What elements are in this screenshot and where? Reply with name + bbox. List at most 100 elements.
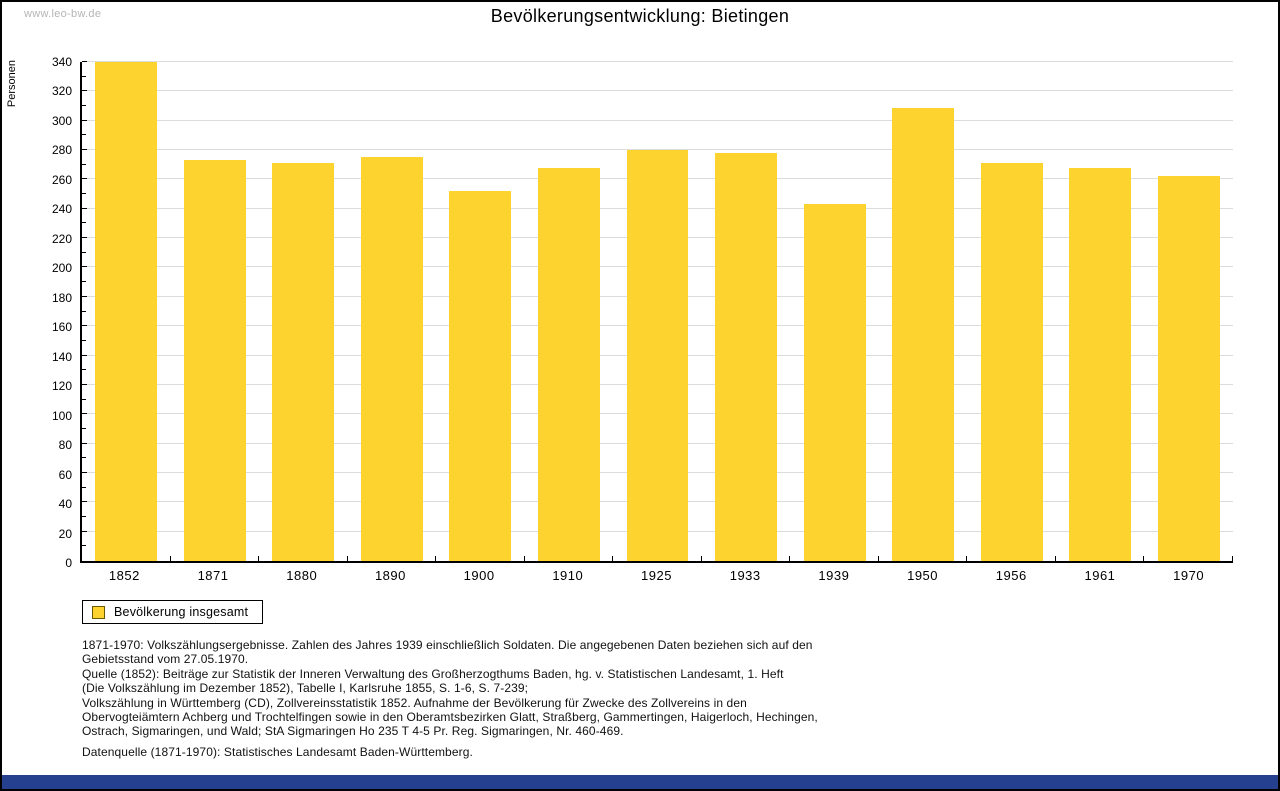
y-tick-label-40: 40 — [58, 497, 72, 512]
x-axis-tick-8 — [789, 556, 791, 561]
y-axis-tick-40 — [82, 501, 87, 503]
y-tick-label-280: 280 — [51, 143, 72, 158]
y-axis-tick-220 — [82, 237, 87, 239]
x-axis-tick-13 — [1232, 556, 1233, 561]
x-tick-label-1970: 1970 — [1173, 568, 1205, 583]
y-tick-label-200: 200 — [51, 261, 72, 276]
x-tick-label-1852: 1852 — [108, 568, 140, 583]
y-tick-label-240: 240 — [51, 202, 72, 217]
bar-1933 — [715, 153, 778, 561]
bar-1950 — [892, 107, 955, 561]
gridline-340 — [82, 61, 1233, 62]
chart-title: Bevölkerungsentwicklung: Bietingen — [490, 6, 790, 26]
y-tick-label-20: 20 — [58, 526, 72, 541]
x-tick-label-1871: 1871 — [197, 568, 229, 583]
watermark: www.leo-bw.de — [24, 8, 102, 20]
x-tick-label-1933: 1933 — [729, 568, 761, 583]
y-axis-tick-260 — [82, 178, 87, 180]
footnote-line-4: (Die Volkszählung im Dezember 1852), Tab… — [82, 681, 529, 696]
y-axis-tick-130 — [82, 369, 86, 371]
legend-label: Bevölkerung insgesamt — [114, 605, 249, 619]
y-tick-label-140: 140 — [51, 349, 72, 364]
x-axis-tick-12 — [1143, 556, 1145, 561]
y-axis-tick-230 — [82, 222, 86, 224]
footnote-line-5: Volkszählung in Württemberg (CD), Zollve… — [82, 695, 747, 710]
x-tick-label-1890: 1890 — [374, 568, 406, 583]
bar-1925 — [626, 150, 689, 561]
y-axis-tick-80 — [82, 442, 87, 444]
footnote-line-7: Ostrach, Sigmaringen, und Wald; StA Sigm… — [82, 724, 624, 739]
gridline-320 — [82, 90, 1233, 92]
x-axis-tick-4 — [435, 556, 437, 561]
y-axis-tick-270 — [82, 163, 86, 165]
bar-1871 — [183, 160, 246, 561]
bar-1880 — [272, 163, 335, 561]
footnote-line-6: Obervogteiämtern Achberg und Trochtelfin… — [82, 710, 818, 725]
bar-1961 — [1069, 167, 1132, 561]
footnote-line-3: Quelle (1852): Beiträge zur Statistik de… — [82, 666, 784, 681]
y-tick-label-0: 0 — [65, 556, 72, 570]
y-tick-label-80: 80 — [58, 438, 72, 453]
y-axis-tick-330 — [82, 75, 86, 77]
x-tick-label-1900: 1900 — [463, 568, 495, 583]
x-axis-tick-10 — [966, 556, 968, 561]
x-axis-tick-3 — [346, 556, 348, 561]
y-tick-label-120: 120 — [51, 379, 72, 394]
footnotes: 1871-1970: Volkszählungsergebnisse. Zahl… — [82, 638, 818, 739]
footnote-line-1: 1871-1970: Volkszählungsergebnisse. Zahl… — [82, 638, 813, 652]
x-axis-tick-1 — [169, 556, 171, 561]
y-axis-tick-250 — [82, 193, 86, 195]
y-axis-tick-310 — [82, 105, 86, 107]
x-axis-tick-2 — [258, 556, 260, 561]
y-axis-tick-120 — [82, 383, 87, 385]
y-tick-label-300: 300 — [51, 113, 72, 128]
legend: Bevölkerung insgesamt — [82, 600, 264, 624]
bar-1956 — [980, 163, 1043, 561]
y-axis-tick-200 — [82, 266, 87, 268]
bar-1939 — [803, 204, 866, 561]
x-axis-tick-labels: 1852 1871 1880 1890 1900 1910 1925 1933 1939 1950… — [80, 568, 1233, 584]
x-axis-tick-9 — [877, 556, 879, 561]
y-axis-tick-labels: 0 20 40 60 80 100 120 140 160 180 200 220 240 260 280 3… — [30, 56, 72, 569]
y-tick-label-340: 340 — [51, 55, 72, 69]
y-axis-tick-90 — [82, 427, 86, 429]
y-axis-tick-100 — [82, 413, 87, 415]
y-axis-tick-280 — [82, 149, 87, 151]
bar-1852 — [95, 62, 158, 561]
x-tick-label-1910: 1910 — [552, 568, 584, 583]
footnote-line-2: Gebietsstand vom 27.05.1970. — [82, 652, 249, 667]
y-axis-tick-320 — [82, 90, 87, 92]
y-axis-tick-110 — [82, 398, 86, 400]
bar-1890 — [360, 157, 423, 561]
y-tick-label-60: 60 — [58, 467, 72, 482]
y-axis-title: Personen — [6, 60, 18, 108]
y-axis-tick-50 — [82, 486, 86, 488]
y-axis-tick-290 — [82, 134, 86, 136]
x-axis-tick-11 — [1054, 556, 1056, 561]
y-axis-tick-300 — [82, 119, 87, 121]
y-axis-tick-160 — [82, 325, 87, 327]
datasource-note: Datenquelle (1871-1970): Statistisches L… — [82, 745, 473, 759]
x-tick-label-1956: 1956 — [995, 568, 1027, 583]
y-tick-label-180: 180 — [51, 290, 72, 305]
x-tick-label-1880: 1880 — [286, 568, 318, 583]
footer-bar — [2, 775, 1278, 789]
x-tick-label-1950: 1950 — [907, 568, 939, 583]
y-axis-tick-60 — [82, 471, 87, 473]
x-tick-label-1925: 1925 — [641, 568, 672, 583]
x-axis-tick-7 — [700, 556, 702, 561]
y-tick-label-320: 320 — [51, 84, 72, 99]
x-tick-label-1961: 1961 — [1084, 568, 1116, 583]
y-axis-tick-20 — [82, 530, 87, 532]
y-tick-label-160: 160 — [51, 320, 72, 335]
y-axis-tick-240 — [82, 207, 87, 209]
x-tick-label-1939: 1939 — [818, 568, 850, 583]
y-tick-label-100: 100 — [51, 408, 72, 423]
bar-1900 — [449, 191, 512, 561]
bar-1910 — [537, 167, 600, 561]
x-axis-tick-6 — [612, 556, 614, 561]
y-axis-tick-190 — [82, 281, 86, 283]
bar-1970 — [1157, 176, 1220, 561]
y-axis-tick-30 — [82, 515, 86, 517]
